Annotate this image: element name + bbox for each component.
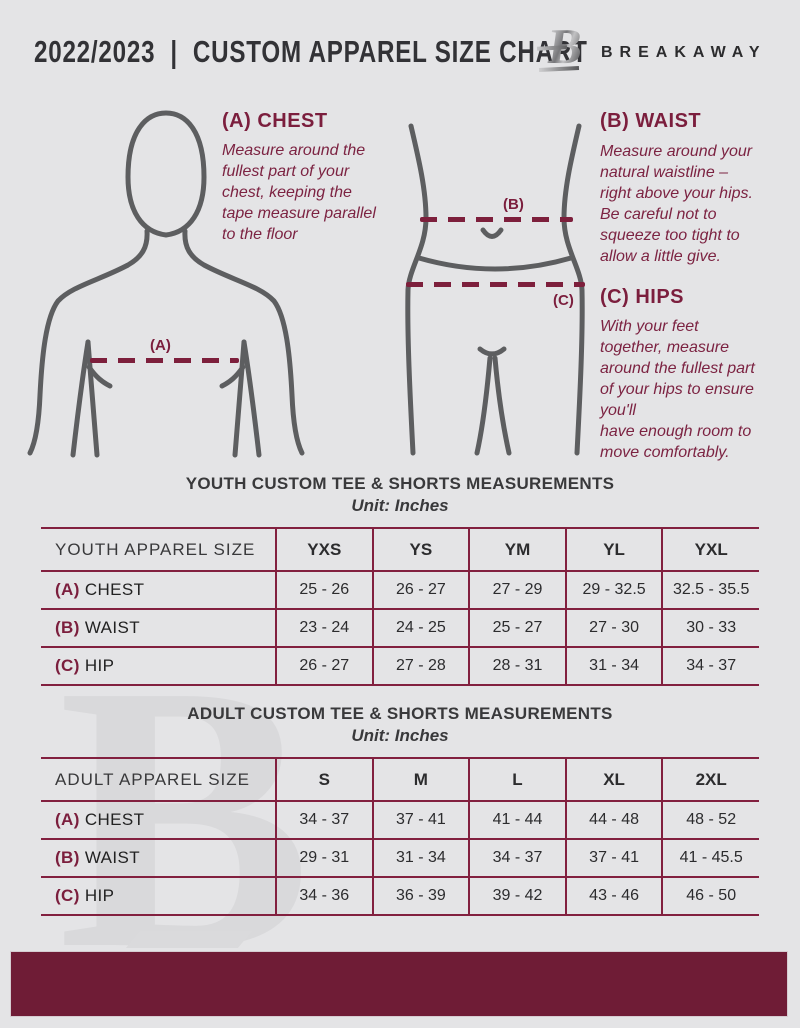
adult-table-unit: Unit: Inches [351, 726, 449, 745]
size-cell: 27 - 29 [468, 571, 566, 609]
column-header: YXS [275, 528, 373, 571]
row-label: WAIST [84, 618, 141, 637]
size-cell: 37 - 41 [564, 839, 663, 877]
youth-table-unit: Unit: Inches [351, 496, 449, 515]
adult-table-title: ADULT CUSTOM TEE & SHORTS MEASUREMENTS [187, 704, 613, 723]
waist-dash-line [420, 217, 573, 222]
upper-body-figure [27, 110, 305, 458]
row-label: HIP [84, 656, 115, 675]
row-label-cell: (C) HIP [41, 877, 276, 915]
row-label: WAIST [84, 848, 141, 867]
row-label-cell: (B) WAIST [41, 839, 276, 877]
row-label: CHEST [84, 810, 145, 829]
hips-heading: (C) HIPS [600, 286, 684, 308]
waist-description: Measure around your natural waistline – … [600, 143, 753, 265]
size-cell: 34 - 37 [661, 647, 759, 685]
size-cell: 34 - 36 [275, 877, 373, 915]
size-cell: 32.5 - 35.5 [661, 571, 759, 609]
size-cell: 30 - 33 [661, 609, 759, 647]
row-marker: (C) [55, 886, 80, 905]
size-cell: 36 - 39 [371, 877, 470, 915]
column-header: YS [371, 528, 470, 571]
hips-description: With your feet together, measure around … [600, 318, 755, 461]
size-cell: 24 - 25 [371, 609, 470, 647]
size-cell: 37 - 41 [371, 801, 470, 839]
size-cell: 29 - 32.5 [564, 571, 663, 609]
youth-table-title: YOUTH CUSTOM TEE & SHORTS MEASUREMENTS [185, 474, 615, 493]
youth-size-table: YOUTH APPAREL SIZE YXS YS YM YL YXL (A) C… [41, 527, 759, 686]
hips-marker-label: (C) [553, 292, 574, 309]
row-marker: (B) [55, 618, 80, 637]
hips-dash-line [406, 282, 585, 287]
size-cell: 48 - 52 [661, 801, 759, 839]
waist-marker-label: (B) [503, 196, 524, 213]
column-header: YOUTH APPAREL SIZE [55, 539, 256, 559]
size-cell: 29 - 31 [275, 839, 373, 877]
youth-section: YOUTH CUSTOM TEE & SHORTS MEASUREMENTS U… [0, 474, 800, 686]
page-title: 2022/2023 | CUSTOM APPAREL SIZE CHART [34, 34, 588, 69]
size-cell: 34 - 37 [275, 801, 373, 839]
row-label-cell: (A) CHEST [41, 571, 276, 609]
size-cell: 28 - 31 [468, 647, 566, 685]
row-label: HIP [84, 886, 115, 905]
size-cell: 44 - 48 [564, 801, 663, 839]
size-cell: 41 - 44 [468, 801, 566, 839]
youth-header-row: YOUTH APPAREL SIZE YXS YS YM YL YXL [41, 528, 759, 571]
brand-logo: B BREAKAWAY [536, 18, 771, 78]
size-cell: 31 - 34 [371, 839, 470, 877]
size-cell: 26 - 27 [275, 647, 373, 685]
chest-dash-line [90, 358, 239, 363]
size-cell: 39 - 42 [468, 877, 566, 915]
breakaway-b-logo-icon: B [536, 18, 593, 76]
waist-heading: (B) WAIST [600, 110, 702, 132]
column-header: ADULT APPAREL SIZE [55, 769, 250, 789]
adult-section: ADULT CUSTOM TEE & SHORTS MEASUREMENTS U… [0, 704, 800, 916]
footer-bar [10, 951, 788, 1017]
size-cell: 41 - 45.5 [661, 839, 759, 877]
column-header: YXL [661, 528, 759, 571]
table-row: (B) WAIST 23 - 24 24 - 25 25 - 27 27 - 30… [41, 609, 759, 647]
size-cell: 27 - 28 [371, 647, 470, 685]
adult-size-table: ADULT APPAREL SIZE S M L XL 2XL (A) CHEST… [41, 757, 759, 916]
row-marker: (A) [55, 580, 80, 599]
chest-heading: (A) CHEST [222, 110, 328, 132]
adult-header-row: ADULT APPAREL SIZE S M L XL 2XL [41, 758, 759, 801]
column-header: YM [468, 528, 566, 571]
table-row: (C) HIP 34 - 36 36 - 39 39 - 42 43 - 46 4… [41, 877, 759, 915]
row-label: CHEST [84, 580, 145, 599]
table-row: (A) CHEST 25 - 26 26 - 27 27 - 29 29 - 32… [41, 571, 759, 609]
column-header: L [468, 758, 566, 801]
size-cell: 25 - 26 [275, 571, 373, 609]
size-cell: 27 - 30 [564, 609, 663, 647]
row-marker: (C) [55, 656, 80, 675]
chest-marker-label: (A) [150, 337, 171, 354]
size-cell: 34 - 37 [468, 839, 566, 877]
column-header: YL [564, 528, 663, 571]
size-cell: 23 - 24 [275, 609, 373, 647]
column-header: S [275, 758, 373, 801]
column-header: XL [564, 758, 663, 801]
brand-name: BREAKAWAY [601, 44, 767, 61]
lower-body-figure [405, 123, 585, 456]
row-label-cell: (B) WAIST [41, 609, 276, 647]
size-cell: 25 - 27 [468, 609, 566, 647]
watermark-slash-icon [125, 931, 253, 948]
table-row: (B) WAIST 29 - 31 31 - 34 34 - 37 37 - 41… [41, 839, 759, 877]
size-cell: 31 - 34 [564, 647, 663, 685]
row-marker: (A) [55, 810, 80, 829]
size-cell: 46 - 50 [661, 877, 759, 915]
row-label-cell: (C) HIP [41, 647, 276, 685]
table-row: (A) CHEST 34 - 37 37 - 41 41 - 44 44 - 48… [41, 801, 759, 839]
table-row: (C) HIP 26 - 27 27 - 28 28 - 31 31 - 34 3… [41, 647, 759, 685]
column-header: M [371, 758, 470, 801]
column-header: 2XL [661, 758, 759, 801]
chest-description: Measure around the fullest part of your … [222, 142, 376, 243]
row-label-cell: (A) CHEST [41, 801, 276, 839]
size-cell: 26 - 27 [371, 571, 470, 609]
row-marker: (B) [55, 848, 80, 867]
size-cell: 43 - 46 [564, 877, 663, 915]
